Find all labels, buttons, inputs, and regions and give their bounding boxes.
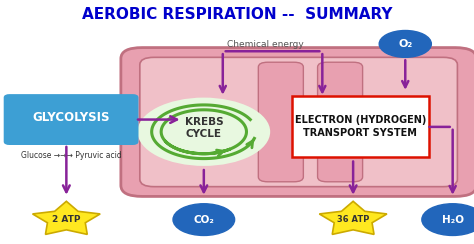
Text: H₂O: H₂O: [442, 215, 464, 224]
Text: AEROBIC RESPIRATION --  SUMMARY: AEROBIC RESPIRATION -- SUMMARY: [82, 7, 392, 22]
Circle shape: [173, 204, 235, 235]
FancyBboxPatch shape: [121, 48, 474, 196]
FancyBboxPatch shape: [140, 57, 457, 187]
Text: Glucose →→→ Pyruvic acid: Glucose →→→ Pyruvic acid: [21, 151, 121, 160]
FancyBboxPatch shape: [5, 95, 137, 144]
Text: 36 ATP: 36 ATP: [337, 215, 369, 224]
FancyBboxPatch shape: [258, 62, 303, 182]
FancyBboxPatch shape: [318, 62, 363, 182]
Circle shape: [379, 30, 431, 57]
Text: ELECTRON (HYDROGEN)
TRANSPORT SYSTEM: ELECTRON (HYDROGEN) TRANSPORT SYSTEM: [294, 115, 426, 139]
Polygon shape: [33, 201, 100, 234]
Text: O₂: O₂: [398, 39, 412, 49]
Text: CO₂: CO₂: [193, 215, 214, 224]
Text: GLYCOLYSIS: GLYCOLYSIS: [32, 111, 110, 124]
Text: KREBS
CYCLE: KREBS CYCLE: [184, 117, 223, 139]
Circle shape: [422, 204, 474, 235]
Circle shape: [137, 98, 270, 166]
FancyBboxPatch shape: [292, 96, 429, 157]
Text: Chemical energy: Chemical energy: [227, 40, 304, 49]
Polygon shape: [319, 201, 387, 234]
Text: 2 ATP: 2 ATP: [52, 215, 81, 224]
